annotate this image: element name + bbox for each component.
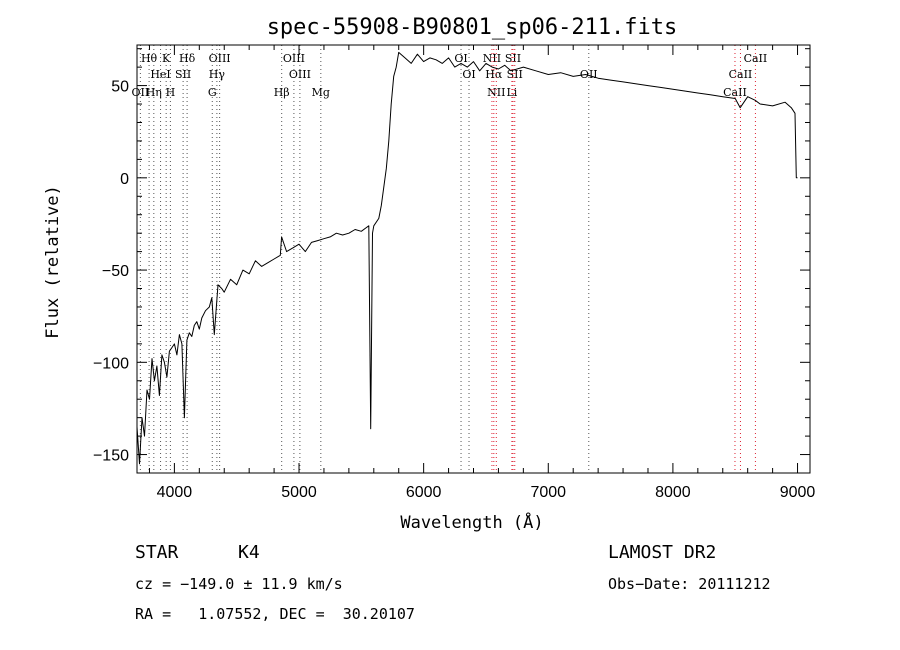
line-label-23: Mg (312, 86, 330, 99)
x-axis-ticks: 4000 5000 6000 7000 8000 9000 (148, 45, 816, 501)
y-axis-ticks: −150 −100 −50 0 50 (93, 48, 810, 465)
object-subclass: K4 (238, 542, 260, 563)
redshift-velocity: cz = −149.0 ± 11.9 km/s (135, 575, 343, 593)
y-tick-label: 50 (111, 79, 129, 96)
x-tick-label: 8000 (655, 484, 691, 501)
x-tick-label: 9000 (780, 484, 816, 501)
spectrum-line-0 (136, 51, 798, 465)
line-label-3: OIII (209, 52, 231, 65)
line-label-22: Hβ (274, 86, 290, 99)
line-label-17: CaII (729, 68, 753, 81)
x-tick-label: 5000 (281, 484, 317, 501)
line-label-13: OI (462, 68, 475, 81)
line-label-26: CaII (723, 86, 747, 99)
line-label-8: CaII (744, 52, 768, 65)
y-tick-label: −100 (93, 355, 129, 372)
line-label-1: K (162, 52, 171, 65)
x-tick-label: 6000 (406, 484, 442, 501)
line-label-10: SII (175, 68, 191, 81)
y-axis-label: Flux (relative) (43, 185, 63, 339)
x-tick-label: 7000 (530, 484, 566, 501)
object-class: STAR (135, 542, 179, 563)
line-label-4: OIII (283, 52, 305, 65)
line-label-0: Hθ (141, 52, 158, 65)
line-label-24: NII (487, 86, 505, 99)
y-tick-label: −150 (93, 448, 129, 465)
line-label-9: HeI (150, 68, 170, 81)
line-label-11: Hγ (209, 68, 226, 81)
line-label-25: Li (506, 86, 517, 99)
line-label-16: OII (580, 68, 598, 81)
line-label-2: Hδ (179, 52, 196, 65)
plot-frame (136, 44, 811, 474)
coordinates: RA = 1.07552, DEC = 30.20107 (135, 605, 415, 623)
spectral-line-markers: Hθ K Hδ OIII OIII OI NII SII CaII HeI SII Hγ OIII OI H… (132, 45, 768, 473)
line-label-21: G (208, 86, 217, 99)
x-tick-label: 4000 (157, 484, 193, 501)
line-label-14: Hα (485, 68, 503, 81)
survey-name: LAMOST DR2 (608, 542, 717, 563)
chart-title: spec-55908-B90801_sp06-211.fits (267, 15, 678, 40)
line-label-12: OIII (289, 68, 311, 81)
line-label-7: SII (505, 52, 521, 65)
x-axis-label: Wavelength (Å) (400, 511, 543, 533)
spectrum-series (136, 51, 798, 465)
line-label-18: OII (132, 86, 150, 99)
y-tick-label: 0 (120, 171, 129, 188)
line-label-5: OI (454, 52, 467, 65)
line-label-19: Hη (146, 86, 162, 99)
line-label-20: H (166, 86, 176, 99)
y-tick-label: −50 (102, 263, 129, 280)
observation-date: Obs−Date: 20111212 (608, 575, 771, 593)
line-label-6: NII (483, 52, 501, 65)
